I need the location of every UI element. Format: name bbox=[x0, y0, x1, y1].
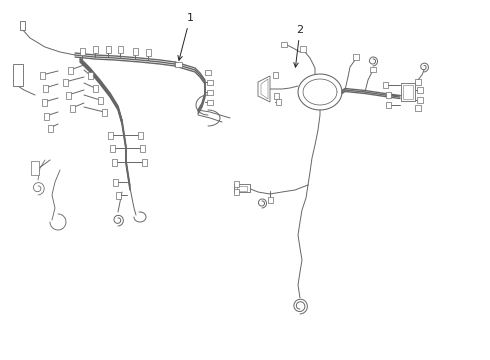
Bar bbox=[401, 83, 415, 101]
Bar bbox=[93, 85, 98, 91]
Polygon shape bbox=[261, 79, 268, 99]
Bar bbox=[113, 179, 118, 185]
Bar bbox=[234, 189, 239, 195]
Bar bbox=[48, 125, 52, 131]
Bar bbox=[415, 79, 421, 85]
Bar bbox=[268, 197, 272, 203]
Bar bbox=[116, 192, 121, 198]
Bar bbox=[66, 91, 71, 99]
Bar bbox=[207, 90, 213, 95]
Bar bbox=[281, 41, 287, 46]
Bar bbox=[417, 87, 423, 93]
Bar bbox=[63, 78, 68, 86]
Bar bbox=[234, 184, 250, 192]
Bar bbox=[107, 131, 113, 139]
Bar bbox=[118, 45, 122, 53]
Bar bbox=[142, 158, 147, 166]
Bar bbox=[417, 97, 423, 103]
Polygon shape bbox=[258, 76, 270, 102]
Bar bbox=[132, 48, 138, 54]
Bar bbox=[112, 158, 117, 166]
Text: 1: 1 bbox=[178, 13, 194, 60]
Bar bbox=[140, 144, 145, 152]
Bar bbox=[275, 99, 280, 105]
Bar bbox=[44, 112, 49, 120]
Bar bbox=[237, 185, 247, 190]
Bar bbox=[403, 85, 413, 99]
Bar bbox=[31, 161, 39, 175]
Bar bbox=[353, 54, 359, 60]
Bar bbox=[207, 80, 213, 85]
Bar bbox=[207, 99, 213, 104]
Bar bbox=[42, 99, 47, 105]
Bar bbox=[386, 102, 391, 108]
Text: 2: 2 bbox=[294, 25, 304, 67]
Bar bbox=[383, 82, 388, 88]
Bar bbox=[13, 64, 23, 86]
Bar bbox=[146, 49, 150, 55]
Bar bbox=[415, 105, 421, 111]
Bar bbox=[370, 67, 376, 72]
Bar bbox=[20, 21, 25, 30]
Bar bbox=[205, 69, 211, 75]
Bar bbox=[40, 72, 45, 78]
Bar bbox=[386, 92, 391, 98]
Bar bbox=[93, 45, 98, 53]
Bar bbox=[70, 104, 74, 112]
Bar bbox=[101, 108, 106, 116]
Bar bbox=[138, 131, 143, 139]
Bar bbox=[300, 46, 306, 52]
Bar bbox=[43, 85, 48, 91]
Bar bbox=[88, 72, 93, 78]
Bar bbox=[105, 45, 111, 53]
Bar bbox=[98, 96, 102, 104]
Bar bbox=[273, 93, 278, 99]
Bar bbox=[174, 62, 181, 67]
Bar bbox=[79, 48, 84, 54]
Bar bbox=[234, 181, 239, 187]
Bar bbox=[68, 67, 73, 73]
Bar bbox=[272, 72, 277, 78]
Bar bbox=[109, 144, 115, 152]
